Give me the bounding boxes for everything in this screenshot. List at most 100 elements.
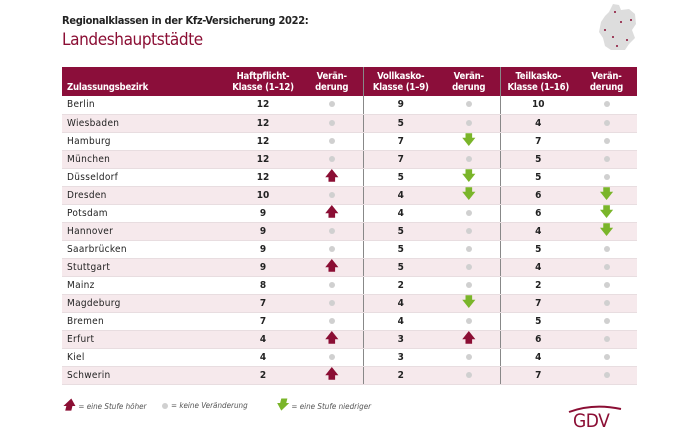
subtitle: Regionalklassen in der Kfz-Versicherung …	[62, 14, 309, 27]
haft-class: 9	[225, 240, 301, 259]
teil-change	[576, 294, 637, 313]
teil-change	[576, 348, 637, 367]
dot-icon	[465, 227, 472, 234]
voll-change	[438, 204, 500, 223]
voll-class: 5	[362, 258, 438, 277]
haft-class: 9	[225, 258, 301, 277]
voll-change	[438, 276, 500, 295]
voll-change: 🡇	[438, 186, 500, 205]
voll-class: 3	[362, 330, 438, 349]
voll-class: 4	[362, 312, 438, 331]
arrow-down-icon: 🡇	[599, 222, 614, 238]
table-row: Saarbrücken 9 5 5	[62, 240, 637, 259]
dot-icon	[465, 317, 472, 324]
haft-class: 9	[225, 204, 301, 223]
haft-class: 12	[225, 168, 301, 187]
col-name: Zulassungsbezirk	[62, 67, 225, 96]
voll-class: 3	[362, 348, 438, 367]
teil-change	[576, 168, 637, 187]
district-name: Hamburg	[62, 132, 225, 151]
voll-change: 🡅	[438, 330, 500, 349]
teil-class: 6	[499, 330, 576, 349]
col-teil: Teilkasko-Klasse (1–16)	[499, 67, 576, 96]
teil-class: 4	[499, 348, 576, 367]
table-row: Erfurt 4 🡅 3 🡅 6	[62, 330, 637, 349]
arrow-up-icon: 🡅	[325, 330, 339, 346]
teil-change	[576, 132, 637, 151]
teil-change	[576, 312, 637, 331]
teil-change	[576, 366, 637, 385]
dot-icon	[465, 119, 472, 126]
voll-change	[438, 240, 500, 259]
haft-class: 12	[225, 114, 301, 133]
voll-class: 5	[362, 114, 438, 133]
dot-icon	[603, 119, 610, 126]
dot-icon	[603, 101, 610, 108]
voll-change: 🡇	[438, 132, 500, 151]
dot-icon	[465, 245, 472, 252]
district-name: Dresden	[62, 186, 225, 205]
dot-icon	[328, 137, 335, 144]
voll-class: 5	[362, 222, 438, 241]
dot-icon	[603, 353, 610, 360]
legend-up: 🡅 = eine Stufe höher	[62, 399, 147, 412]
table-row: Bremen 7 4 5	[62, 312, 637, 331]
gdv-logo: GDV	[565, 403, 625, 432]
dot-icon	[603, 317, 610, 324]
voll-change	[438, 312, 500, 331]
haft-change	[301, 348, 363, 367]
district-name: Wiesbaden	[62, 114, 225, 133]
dot-icon	[328, 155, 335, 162]
teil-change	[576, 258, 637, 277]
dot-icon	[603, 371, 610, 378]
dot-icon	[328, 245, 335, 252]
haft-class: 4	[225, 348, 301, 367]
voll-class: 7	[362, 150, 438, 169]
table-row: Kiel 4 3 4	[62, 348, 637, 367]
table-row: Stuttgart 9 🡅 5 4	[62, 258, 637, 277]
voll-change	[438, 114, 500, 133]
teil-change	[576, 114, 637, 133]
haft-class: 12	[225, 132, 301, 151]
teil-class: 5	[499, 240, 576, 259]
col-voll: Vollkasko-Klasse (1–9)	[362, 67, 438, 96]
arrow-down-icon: 🡇	[462, 132, 476, 148]
district-name: Düsseldorf	[62, 168, 225, 187]
teil-change: 🡇	[576, 222, 637, 241]
haft-change: 🡅	[301, 168, 363, 187]
haft-class: 4	[225, 330, 301, 349]
dot-icon	[328, 353, 335, 360]
district-name: München	[62, 150, 225, 169]
teil-change	[576, 330, 637, 349]
voll-class: 2	[362, 366, 438, 385]
dot-icon	[603, 137, 610, 144]
haft-change	[301, 294, 363, 313]
dot-icon	[465, 155, 472, 162]
arrow-up-icon: 🡅	[325, 204, 339, 220]
teil-change: 🡇	[576, 204, 637, 223]
dot-icon	[328, 281, 335, 288]
table-row: Magdeburg 7 4 🡇 7	[62, 294, 637, 313]
arrow-down-icon: 🡇	[275, 398, 289, 413]
legend-none: = keine Veränderung	[162, 401, 248, 410]
teil-change	[576, 150, 637, 169]
dot-icon	[465, 101, 472, 108]
voll-change: 🡇	[438, 168, 500, 187]
voll-change	[438, 366, 500, 385]
dot-icon	[465, 353, 472, 360]
haft-class: 10	[225, 186, 301, 205]
dot-icon	[603, 263, 610, 270]
dot-icon	[465, 209, 472, 216]
arrow-down-icon: 🡇	[599, 204, 614, 220]
voll-class: 7	[362, 132, 438, 151]
district-name: Erfurt	[62, 330, 225, 349]
voll-change: 🡇	[438, 294, 500, 313]
district-name: Hannover	[62, 222, 225, 241]
arrow-up-icon: 🡅	[325, 366, 339, 382]
table-row: Dresden 10 4 🡇 6 🡇	[62, 186, 637, 205]
table-row: Hamburg 12 7 🡇 7	[62, 132, 637, 151]
arrow-down-icon: 🡇	[462, 168, 476, 184]
legend-up-label: = eine Stufe höher	[78, 401, 147, 411]
teil-class: 6	[499, 186, 576, 205]
voll-change	[438, 348, 500, 367]
